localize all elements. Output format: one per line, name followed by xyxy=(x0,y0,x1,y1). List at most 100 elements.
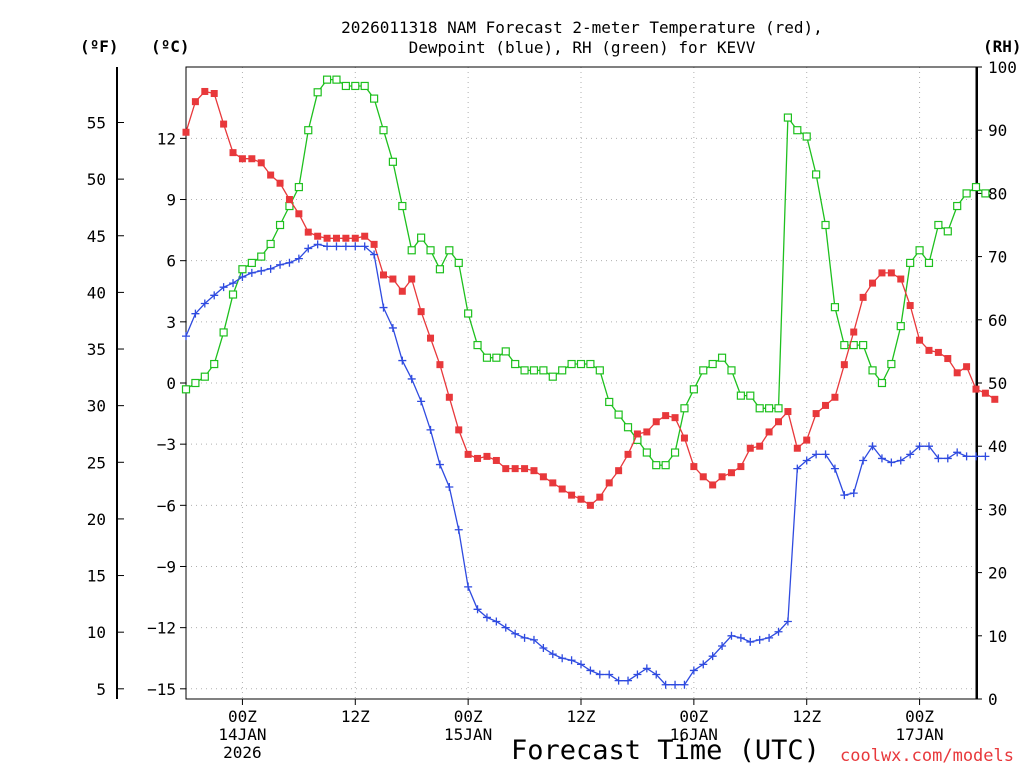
temperature-point xyxy=(671,414,679,422)
dewpoint-point xyxy=(511,629,520,638)
temperature-point xyxy=(502,465,510,473)
rh-point xyxy=(821,220,830,230)
rh-point xyxy=(228,290,238,299)
dewpoint-point xyxy=(783,617,792,626)
dewpoint-point xyxy=(924,442,933,451)
rh-tick-label: 30 xyxy=(988,500,1007,519)
rh-point xyxy=(924,258,934,268)
temperature-point xyxy=(859,293,867,301)
time-tick-label: 15JAN xyxy=(444,725,492,744)
temperature-point xyxy=(285,196,293,204)
rh-axis: 0 10 20 30 40 50 60 70 80 90 100 xyxy=(976,58,1017,709)
dewpoint-point xyxy=(689,666,698,675)
temperature-point xyxy=(474,454,482,462)
dewpoint-point xyxy=(520,633,529,642)
dewpoint-point xyxy=(953,448,962,457)
dewpoint-point xyxy=(266,264,275,273)
dewpoint-point xyxy=(962,452,971,461)
temperature-point xyxy=(351,234,359,242)
dewpoint-point xyxy=(774,627,783,636)
temperature-point xyxy=(615,467,623,475)
rh-point xyxy=(934,220,943,230)
temperature-point xyxy=(981,389,989,397)
temperature-point xyxy=(737,463,745,471)
temperature-point xyxy=(699,473,707,481)
rh-point xyxy=(906,258,915,268)
temperature-point xyxy=(558,485,566,493)
temperature-point xyxy=(916,336,924,344)
temperature-point xyxy=(944,355,952,363)
temperature-point xyxy=(887,269,895,277)
rh-point xyxy=(689,385,698,394)
rh-point xyxy=(953,201,962,211)
temperature-point xyxy=(803,436,811,444)
temperature-point xyxy=(238,155,246,163)
celsius-unit-label: (ºC) xyxy=(151,37,190,56)
temperature-point xyxy=(417,308,425,316)
rh-point xyxy=(398,201,407,211)
temperature-point xyxy=(793,444,801,452)
dewpoint-point xyxy=(313,240,322,249)
dewpoint-point xyxy=(200,299,209,308)
rh-point xyxy=(642,448,651,457)
rh-tick-label: 100 xyxy=(988,58,1017,77)
rh-point xyxy=(586,359,595,369)
fahrenheit-axis: 5 10 15 20 25 30 35 40 45 50 55 xyxy=(87,113,124,699)
dewpoint-point xyxy=(492,617,501,626)
rh-point xyxy=(388,157,398,166)
dewpoint-point xyxy=(351,242,360,251)
rh-point xyxy=(464,309,473,318)
fahrenheit-tick-label: 55 xyxy=(87,113,106,132)
celsius-tick-label: −6 xyxy=(157,496,176,515)
rh-point xyxy=(755,404,764,413)
rh-point xyxy=(266,239,275,249)
dewpoint-point xyxy=(699,660,708,669)
celsius-tick-label: 6 xyxy=(166,252,176,271)
dewpoint-point xyxy=(276,260,285,269)
rh-point xyxy=(887,359,896,369)
dewpoint-point xyxy=(821,450,830,459)
dewpoint-point xyxy=(341,242,350,251)
fahrenheit-tick-label: 35 xyxy=(87,340,106,359)
dewpoint-point xyxy=(370,250,379,259)
temperature-point xyxy=(925,346,933,354)
time-tick-label: 00Z xyxy=(905,707,934,726)
time-tick-label: 00Z xyxy=(679,707,708,726)
dewpoint-point xyxy=(624,676,633,685)
temperature-point xyxy=(530,467,538,475)
dewpoint-point xyxy=(595,670,604,679)
rh-point xyxy=(341,81,350,91)
temperature-point xyxy=(972,385,980,393)
dewpoint-point xyxy=(840,491,849,500)
temperature-point xyxy=(727,469,735,477)
temperature-point xyxy=(389,275,397,283)
temperature-point xyxy=(784,408,792,416)
rh-point xyxy=(492,353,501,362)
rh-point xyxy=(614,410,623,419)
rh-point xyxy=(774,404,783,413)
dewpoint-point xyxy=(633,670,642,679)
rh-point xyxy=(181,385,191,394)
temperature-point xyxy=(577,495,585,503)
rh-point xyxy=(576,359,586,369)
fahrenheit-tick-label: 15 xyxy=(87,567,106,586)
rh-point xyxy=(191,378,200,388)
dewpoint-point xyxy=(285,258,294,267)
temperature-point xyxy=(398,287,406,295)
rh-point xyxy=(238,265,247,274)
dewpoint-point xyxy=(464,582,473,591)
temperature-point xyxy=(342,234,350,242)
rh-point xyxy=(623,423,633,432)
temperature-point xyxy=(680,434,688,442)
rh-point xyxy=(219,328,228,337)
rh-point xyxy=(247,258,256,268)
time-tick-label: 00Z xyxy=(228,707,257,726)
temperature-point xyxy=(812,410,820,418)
time-tick-label: 00Z xyxy=(454,707,483,726)
rh-line xyxy=(185,78,986,466)
dewpoint-point xyxy=(652,670,661,679)
dewpoint-point xyxy=(294,254,303,263)
dewpoint-line xyxy=(185,243,986,686)
